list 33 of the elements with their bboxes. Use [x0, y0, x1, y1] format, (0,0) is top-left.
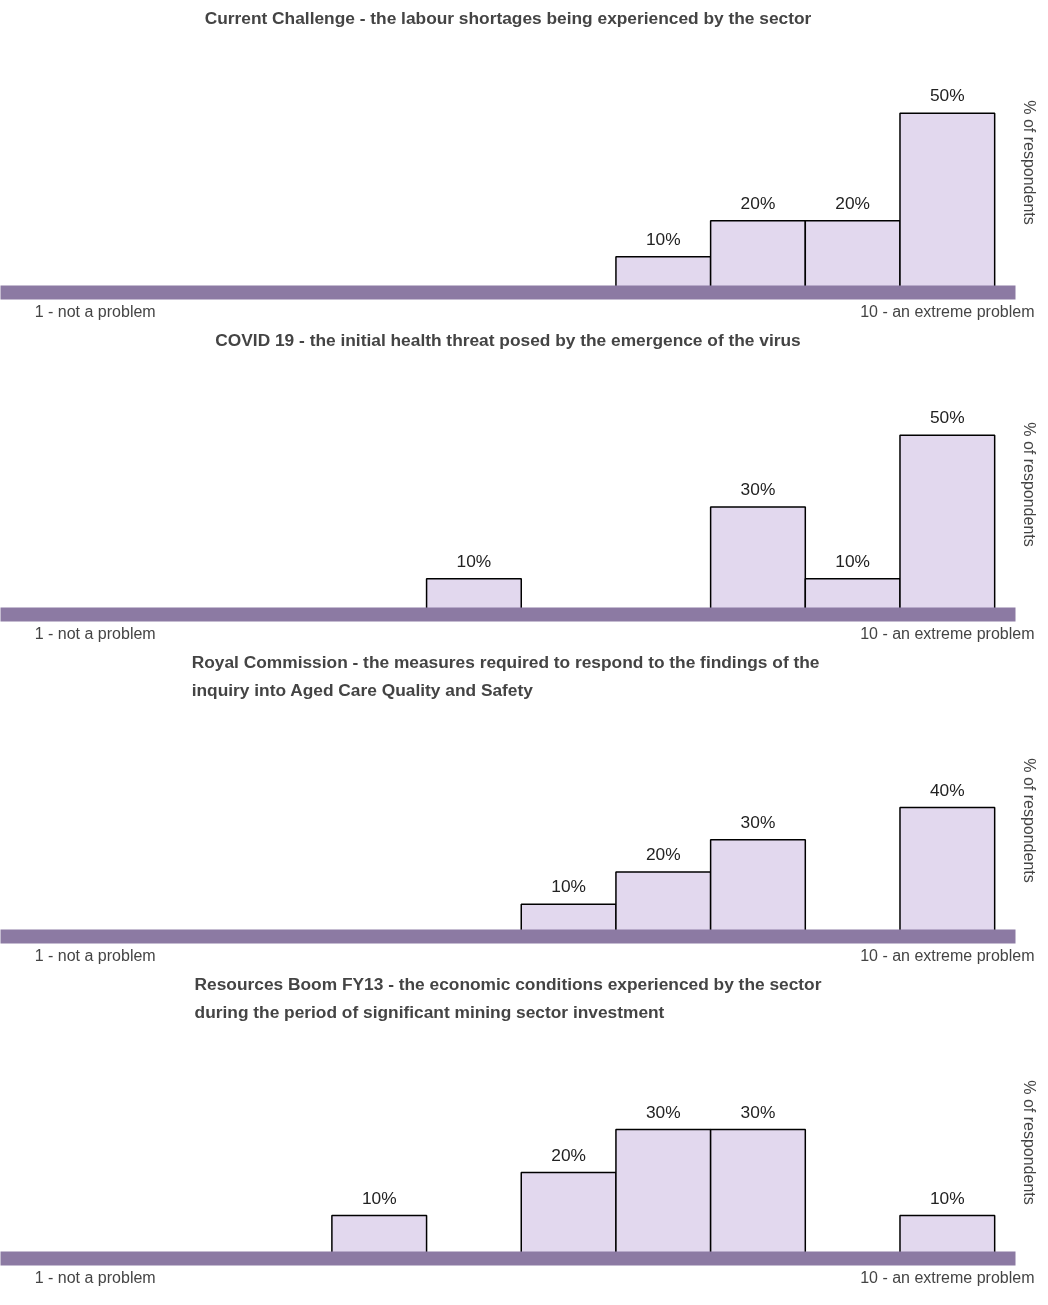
- x-tick-label: 10 - an extreme problem: [860, 1268, 1035, 1286]
- data-label: 10%: [456, 550, 492, 571]
- x-tick-label: 10 - an extreme problem: [860, 302, 1035, 320]
- x-tick-label: 1 - not a problem: [34, 302, 156, 320]
- data-label: 10%: [929, 1187, 965, 1208]
- data-label: 30%: [645, 1101, 681, 1122]
- data-label: 10%: [551, 876, 586, 897]
- x-tick-label: 1 - not a problem: [34, 1268, 156, 1286]
- data-label: 20%: [645, 844, 681, 865]
- data-label: 10%: [835, 550, 870, 571]
- x-tick-label: 10 - an extreme problem: [860, 624, 1035, 642]
- data-label: 10%: [361, 1187, 397, 1208]
- data-label: 50%: [929, 85, 965, 106]
- chart-title: Current Challenge - the labour shortages being experienced by the sector: [204, 7, 812, 28]
- x-tick-label: 1 - not a problem: [34, 946, 156, 964]
- chart-title: Royal Commission - the measures required to respond to the findings of the inquiry into Aged Care Quality and Safety: [191, 651, 820, 700]
- y-axis-title: % of respondents: [1020, 758, 1038, 883]
- data-label: 20%: [835, 192, 870, 213]
- y-axis-title: % of respondents: [1020, 1080, 1038, 1205]
- x-tick-label: 10 - an extreme problem: [860, 946, 1035, 964]
- data-label: 30%: [740, 478, 776, 499]
- data-label: 40%: [929, 779, 965, 800]
- data-label: 10%: [645, 228, 681, 249]
- data-label: 20%: [551, 1144, 586, 1165]
- y-axis-title: % of respondents: [1020, 422, 1038, 547]
- chart-title: COVID 19 - the initial health threat posed by the emergence of the virus: [215, 329, 801, 350]
- data-label: 20%: [740, 192, 776, 213]
- x-tick-label: 1 - not a problem: [34, 624, 156, 642]
- data-label: 50%: [929, 407, 965, 428]
- chart-title: Resources Boom FY13 - the economic conditions experienced by the sector during the period of significant mining sector investment: [194, 973, 822, 1022]
- y-axis-title: % of respondents: [1020, 100, 1038, 225]
- data-label: 30%: [740, 1101, 776, 1122]
- data-label: 30%: [740, 811, 776, 832]
